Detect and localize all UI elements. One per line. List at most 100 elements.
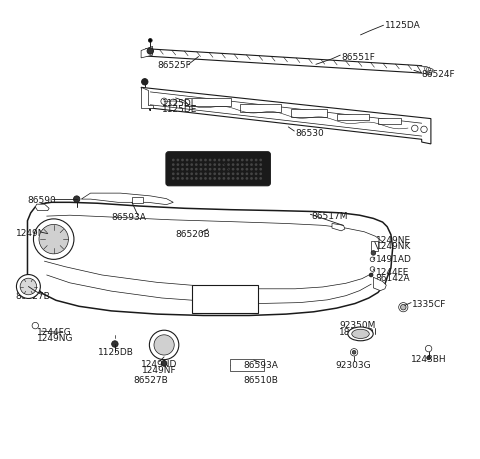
Text: 18643D: 18643D (339, 327, 374, 336)
Text: 1249NG: 1249NG (36, 333, 73, 342)
Circle shape (236, 178, 239, 180)
Circle shape (191, 178, 193, 180)
Circle shape (195, 168, 198, 171)
Circle shape (370, 257, 375, 262)
Text: 92303G: 92303G (335, 360, 371, 369)
Circle shape (177, 159, 180, 162)
Circle shape (191, 168, 193, 171)
Circle shape (186, 178, 189, 180)
Circle shape (246, 178, 248, 180)
Text: 86524F: 86524F (422, 70, 456, 79)
Circle shape (227, 178, 230, 180)
Polygon shape (373, 278, 386, 291)
Circle shape (186, 159, 189, 162)
Text: 1125DL: 1125DL (162, 99, 196, 108)
Circle shape (73, 196, 80, 203)
Bar (378, 119, 401, 125)
Circle shape (200, 178, 202, 180)
Circle shape (241, 168, 244, 171)
Bar (185, 98, 231, 106)
Circle shape (246, 164, 248, 167)
Bar (336, 115, 369, 121)
Circle shape (186, 168, 189, 171)
Circle shape (204, 159, 207, 162)
Circle shape (149, 330, 179, 360)
Circle shape (241, 159, 244, 162)
Ellipse shape (348, 327, 373, 341)
Text: 86520B: 86520B (176, 230, 210, 239)
Text: 1335CF: 1335CF (411, 299, 446, 308)
Polygon shape (332, 224, 345, 231)
Circle shape (32, 323, 38, 329)
Circle shape (255, 168, 257, 171)
Text: 1243BH: 1243BH (411, 354, 446, 364)
Circle shape (112, 341, 118, 347)
Circle shape (236, 173, 239, 176)
Text: 1125DE: 1125DE (162, 105, 197, 114)
Text: 86142A: 86142A (376, 274, 410, 283)
Circle shape (425, 346, 432, 352)
Circle shape (172, 173, 175, 176)
Circle shape (218, 168, 221, 171)
Circle shape (177, 173, 180, 176)
Circle shape (255, 159, 257, 162)
Circle shape (213, 178, 216, 180)
Text: 86527B: 86527B (15, 291, 50, 301)
Polygon shape (27, 203, 393, 316)
Circle shape (255, 173, 257, 176)
Circle shape (400, 305, 406, 310)
Circle shape (399, 303, 408, 312)
Circle shape (39, 225, 69, 254)
Polygon shape (141, 88, 431, 145)
Circle shape (250, 164, 253, 167)
Bar (132, 197, 144, 204)
Circle shape (232, 178, 235, 180)
Circle shape (236, 164, 239, 167)
Circle shape (186, 164, 189, 167)
Text: 86590: 86590 (27, 195, 56, 204)
Text: 86530: 86530 (295, 129, 324, 138)
Circle shape (209, 159, 212, 162)
Text: 1244FE: 1244FE (376, 267, 409, 276)
Circle shape (259, 164, 262, 167)
Circle shape (177, 168, 180, 171)
Circle shape (227, 173, 230, 176)
Circle shape (172, 178, 175, 180)
Text: 86593A: 86593A (111, 212, 146, 221)
Circle shape (161, 361, 167, 366)
Circle shape (411, 126, 418, 132)
Bar (371, 241, 378, 252)
Circle shape (427, 356, 431, 360)
Circle shape (227, 168, 230, 171)
Circle shape (195, 178, 198, 180)
Circle shape (218, 159, 221, 162)
Text: 1244FG: 1244FG (36, 327, 72, 336)
Text: 1249NE: 1249NE (376, 235, 411, 244)
Text: 86551F: 86551F (341, 53, 375, 62)
Bar (240, 104, 281, 112)
Bar (230, 359, 264, 371)
FancyBboxPatch shape (166, 152, 270, 186)
Circle shape (259, 178, 262, 180)
Circle shape (369, 274, 373, 277)
Circle shape (209, 178, 212, 180)
Text: 86517M: 86517M (312, 211, 348, 220)
Text: 1125DB: 1125DB (98, 347, 134, 357)
Circle shape (181, 173, 184, 176)
Text: 1249NK: 1249NK (376, 241, 411, 251)
Bar (192, 285, 258, 313)
Circle shape (195, 173, 198, 176)
Circle shape (200, 173, 202, 176)
Circle shape (195, 159, 198, 162)
Polygon shape (141, 88, 153, 109)
Text: 86525F: 86525F (157, 61, 191, 70)
Circle shape (191, 173, 193, 176)
Circle shape (227, 164, 230, 167)
Circle shape (200, 159, 202, 162)
Circle shape (223, 168, 225, 171)
Circle shape (209, 164, 212, 167)
Circle shape (421, 127, 427, 133)
Circle shape (186, 173, 189, 176)
Bar (290, 110, 327, 118)
Circle shape (259, 168, 262, 171)
